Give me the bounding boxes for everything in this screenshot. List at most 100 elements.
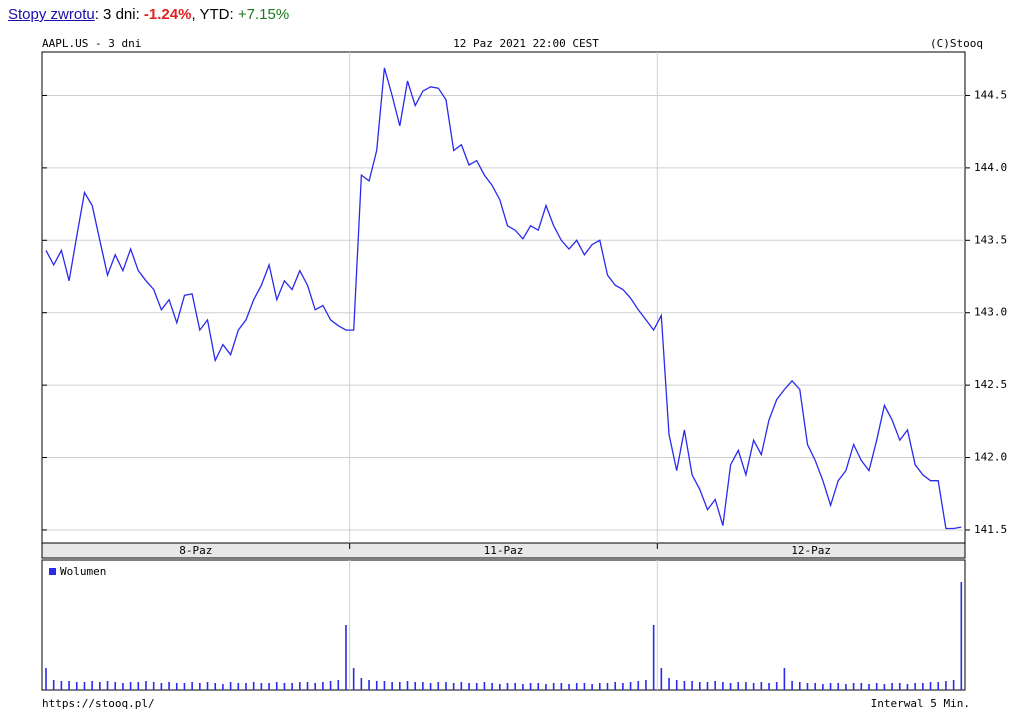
y-tick-label: 141.5 xyxy=(974,523,1007,536)
volume-bar xyxy=(183,683,186,690)
volume-bar xyxy=(345,625,347,690)
volume-bar xyxy=(222,684,224,690)
volume-bar xyxy=(368,680,370,690)
volume-bar xyxy=(729,683,732,690)
volume-bar xyxy=(575,683,578,690)
volume-bar xyxy=(683,681,686,690)
volume-bar xyxy=(52,680,55,690)
volume-bar xyxy=(422,682,424,690)
y-tick-label: 144.0 xyxy=(974,161,1007,174)
volume-bar xyxy=(514,683,516,690)
volume-bar xyxy=(99,682,101,690)
source: https://stooq.pl/ xyxy=(42,697,155,710)
volume-bar xyxy=(583,683,586,690)
volume-bar xyxy=(760,682,763,690)
volume-bar xyxy=(475,683,478,690)
volume-bar xyxy=(68,681,70,690)
volume-bar xyxy=(745,682,747,690)
volume-bar xyxy=(468,683,470,690)
volume-bar xyxy=(491,683,493,690)
volume-bar xyxy=(691,681,693,690)
volume-bar xyxy=(768,683,770,690)
volume-bar xyxy=(614,682,616,690)
volume-bar xyxy=(483,682,486,690)
volume-bar xyxy=(45,668,47,690)
volume-bar xyxy=(522,684,524,690)
volume-bar xyxy=(360,678,363,690)
volume-bar xyxy=(83,682,86,690)
volume-bar xyxy=(922,683,924,690)
volume-bar xyxy=(322,682,324,690)
volume-bar xyxy=(506,683,509,690)
volume-bar xyxy=(775,682,778,690)
volume-bar xyxy=(829,683,832,690)
volume-bar xyxy=(106,681,109,690)
volume-bar xyxy=(129,682,132,690)
volume-bar xyxy=(352,668,355,690)
volume-bar xyxy=(860,683,863,690)
volume-bar xyxy=(814,683,816,690)
volume-bar xyxy=(175,683,178,690)
volume-bar xyxy=(399,682,401,690)
volume-bar xyxy=(414,682,416,690)
volume-bar xyxy=(845,684,847,690)
y-tick-label: 142.0 xyxy=(974,451,1007,464)
volume-bar xyxy=(206,682,209,690)
volume-bar xyxy=(499,684,501,690)
volume-bar xyxy=(545,684,547,690)
volume-bar xyxy=(291,683,293,690)
volume-bar xyxy=(391,682,393,690)
header-text: : 3 dni: xyxy=(94,6,144,23)
volume-bar xyxy=(552,683,555,690)
volume-bar xyxy=(960,582,963,690)
volume-bar xyxy=(437,682,440,690)
volume-bar xyxy=(199,683,201,690)
volume-bar xyxy=(652,625,655,690)
volume-bar xyxy=(891,683,893,690)
copyright: (C)Stooq xyxy=(930,37,983,50)
volume-bar xyxy=(837,683,840,690)
price-frame xyxy=(41,51,966,544)
volume-bar xyxy=(791,681,793,690)
volume-bar xyxy=(91,681,93,690)
volume-bar xyxy=(168,682,170,690)
volume-bar xyxy=(191,682,193,690)
day-label: 11-Paz xyxy=(484,544,524,557)
volume-bar xyxy=(406,681,409,690)
price-line xyxy=(45,67,962,530)
volume-bar xyxy=(645,680,647,690)
ytd: +7.15% xyxy=(237,6,290,23)
volume-bar xyxy=(537,683,540,690)
volume-bar xyxy=(737,682,740,690)
volume-bar xyxy=(706,682,709,690)
volume-bar xyxy=(668,678,670,690)
returns-link[interactable]: Stopy zwrotu xyxy=(8,6,95,23)
volume-bar xyxy=(783,668,786,690)
volume-bar xyxy=(137,682,140,690)
volume-bar xyxy=(806,683,809,690)
volume-bar xyxy=(329,681,332,690)
interval: Interwal 5 Min. xyxy=(871,697,970,710)
volume-bar xyxy=(898,683,901,690)
volume-bar xyxy=(275,682,278,690)
volume-bar xyxy=(560,683,563,690)
header-text: , YTD: xyxy=(191,6,238,23)
change: -1.24% xyxy=(143,6,192,23)
volume-bar xyxy=(75,682,78,690)
volume-bar xyxy=(875,683,878,690)
volume-bar xyxy=(299,682,301,690)
volume-bar xyxy=(383,681,386,690)
volume-bar xyxy=(452,683,455,690)
volume-bar xyxy=(568,684,570,690)
header: Stopy zwrotu: 3 dni: -1.24%, YTD: +7.15% xyxy=(8,6,289,23)
volume-bar xyxy=(237,683,240,690)
volume-bar xyxy=(599,683,601,690)
y-tick-label: 143.5 xyxy=(974,233,1007,246)
date: 12 Paz 2021 22:00 CEST xyxy=(453,37,599,50)
volume-bar xyxy=(714,681,716,690)
volume-bar xyxy=(591,684,593,690)
volume-bar xyxy=(906,684,909,690)
volume-bar xyxy=(160,683,163,690)
volume-bar xyxy=(152,682,155,690)
